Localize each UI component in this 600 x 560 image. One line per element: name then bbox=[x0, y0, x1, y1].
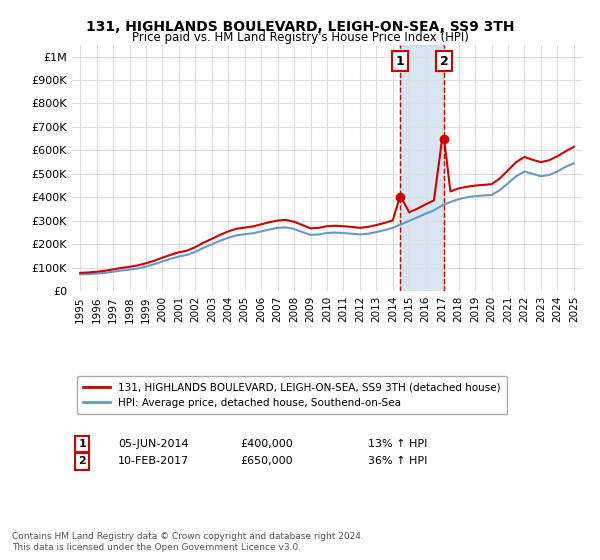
Bar bbox=[400, 45, 444, 291]
Text: 13% ↑ HPI: 13% ↑ HPI bbox=[368, 439, 427, 449]
Text: 2: 2 bbox=[79, 456, 86, 466]
Text: Contains HM Land Registry data © Crown copyright and database right 2024.
This d: Contains HM Land Registry data © Crown c… bbox=[12, 532, 364, 552]
Text: 36% ↑ HPI: 36% ↑ HPI bbox=[368, 456, 427, 466]
Text: 2: 2 bbox=[440, 55, 449, 68]
Text: 05-JUN-2014: 05-JUN-2014 bbox=[118, 439, 188, 449]
Text: Price paid vs. HM Land Registry's House Price Index (HPI): Price paid vs. HM Land Registry's House … bbox=[131, 31, 469, 44]
Text: 1: 1 bbox=[395, 55, 404, 68]
Text: £400,000: £400,000 bbox=[240, 439, 293, 449]
Text: £650,000: £650,000 bbox=[240, 456, 293, 466]
Text: 10-FEB-2017: 10-FEB-2017 bbox=[118, 456, 189, 466]
Legend: 131, HIGHLANDS BOULEVARD, LEIGH-ON-SEA, SS9 3TH (detached house), HPI: Average p: 131, HIGHLANDS BOULEVARD, LEIGH-ON-SEA, … bbox=[77, 376, 507, 414]
Text: 131, HIGHLANDS BOULEVARD, LEIGH-ON-SEA, SS9 3TH: 131, HIGHLANDS BOULEVARD, LEIGH-ON-SEA, … bbox=[86, 20, 514, 34]
Text: 1: 1 bbox=[79, 439, 86, 449]
